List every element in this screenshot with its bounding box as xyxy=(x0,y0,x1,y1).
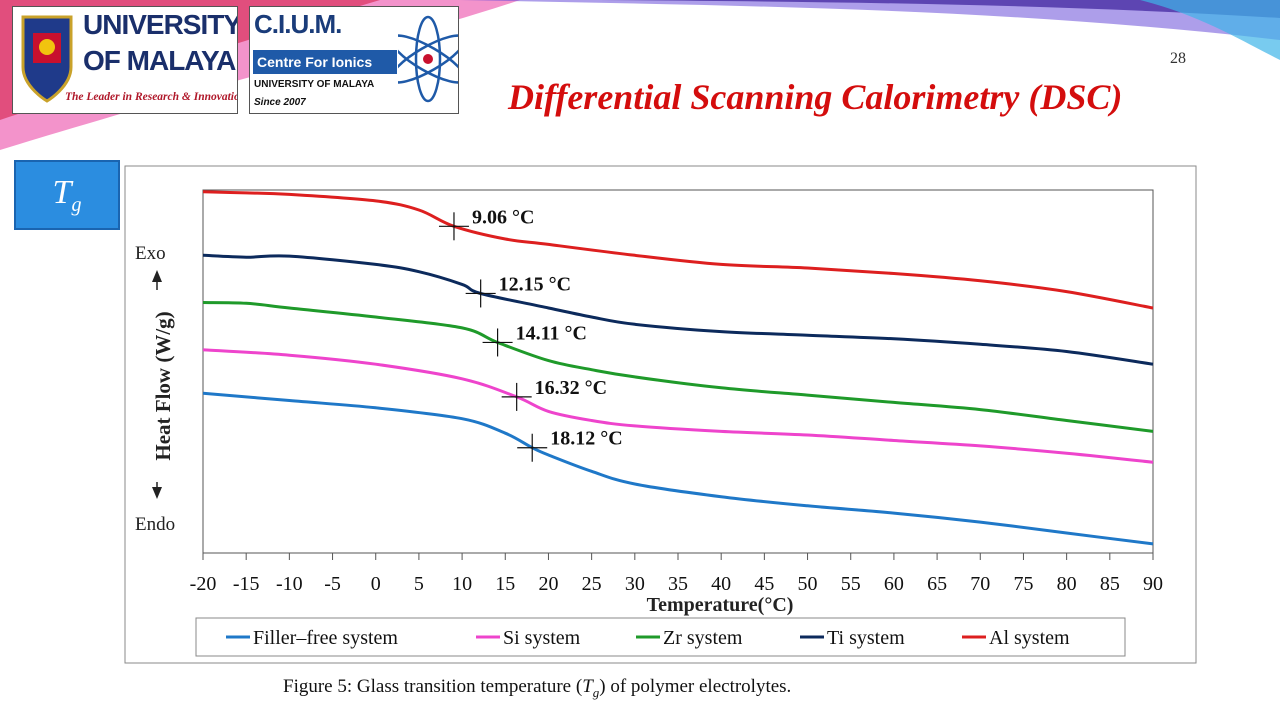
tg-badge: Tg xyxy=(14,160,120,230)
slide-title: Differential Scanning Calorimetry (DSC) xyxy=(508,77,1123,117)
caption-prefix: Figure 5: Glass transition temperature ( xyxy=(283,676,583,697)
series-line-si-system xyxy=(202,348,1154,464)
series-line-zr-system xyxy=(202,301,1154,433)
x-tick-label: 25 xyxy=(582,573,602,595)
cium-logo-subtitle: Centre For Ionics xyxy=(253,50,397,74)
university-of-malaya-logo: UNIVERSITY OF MALAYA The Leader in Resea… xyxy=(12,6,238,114)
x-tick-label: 80 xyxy=(1057,573,1077,595)
um-logo-line1: UNIVERSITY xyxy=(83,9,238,40)
legend-label: Zr system xyxy=(663,627,743,649)
y-top-label: Exo xyxy=(135,243,166,264)
x-tick-label: 40 xyxy=(711,573,731,595)
tg-annotation-label: 12.15 °C xyxy=(499,273,571,295)
x-tick-label: -20 xyxy=(190,573,217,595)
cium-logo-title: C.I.U.M. xyxy=(254,9,342,39)
cium-logo: C.I.U.M. Centre For Ionics UNIVERSITY OF… xyxy=(249,6,459,114)
legend: Filler–free system Si system Zr system Ti s… xyxy=(226,627,1070,649)
x-tick-label: 85 xyxy=(1100,573,1120,595)
um-logo-tagline: The Leader in Research & Innovation xyxy=(65,91,238,103)
legend-label: Al system xyxy=(989,627,1070,649)
page-number: 28 xyxy=(1170,50,1186,67)
swoosh-cyan-right xyxy=(1140,0,1280,60)
x-tick-label: -15 xyxy=(233,573,260,595)
x-axis-label: Temperature(°C) xyxy=(647,594,794,616)
caption-symbol: T xyxy=(582,676,593,697)
x-tick-label: 75 xyxy=(1013,573,1033,595)
tg-badge-sub: g xyxy=(71,193,82,216)
crest-icon xyxy=(21,15,73,103)
tg-annotation-label: 9.06 °C xyxy=(472,206,534,228)
legend-label: Filler–free system xyxy=(253,627,398,649)
y-label-mask xyxy=(147,290,169,482)
swoosh-blue-top xyxy=(460,0,1280,40)
um-logo-line2: OF MALAYA xyxy=(83,45,236,76)
tg-annotation-label: 14.11 °C xyxy=(516,322,587,344)
tg-annotation-label: 16.32 °C xyxy=(535,377,607,399)
series-line-ti-system xyxy=(202,253,1154,366)
x-tick-label: 50 xyxy=(798,573,818,595)
legend-label: Si system xyxy=(503,627,581,649)
swoosh-purple-top xyxy=(600,0,1280,18)
x-tick-label: 5 xyxy=(414,573,424,595)
x-tick-label: 35 xyxy=(668,573,688,595)
series-line-filler-free-system xyxy=(202,391,1154,546)
atom-icon xyxy=(398,15,458,103)
legend-label: Ti system xyxy=(827,627,905,649)
x-tick-label: 45 xyxy=(754,573,774,595)
caption-symbol-sub: g xyxy=(592,684,600,700)
y-axis-label: Heat Flow (W/g) xyxy=(151,311,175,460)
x-tick-label: -10 xyxy=(276,573,303,595)
tg-annotation-label: 18.12 °C xyxy=(550,428,622,450)
tg-badge-main: T xyxy=(52,174,72,211)
x-tick-label: 70 xyxy=(970,573,990,595)
x-tick-label: 10 xyxy=(452,573,472,595)
x-tick-label: 65 xyxy=(927,573,947,595)
y-arrow-up-icon xyxy=(152,270,162,282)
x-tick-label: 30 xyxy=(625,573,645,595)
x-tick-label: 20 xyxy=(538,573,558,595)
x-tick-label: 0 xyxy=(371,573,381,595)
cium-logo-line4: Since 2007 xyxy=(254,97,306,108)
caption-suffix: ) of polymer electrolytes. xyxy=(599,676,792,697)
x-tick-label: 15 xyxy=(495,573,515,595)
cium-logo-line3: UNIVERSITY OF MALAYA xyxy=(254,79,375,90)
x-tick-label: 55 xyxy=(841,573,861,595)
x-tick-label: 90 xyxy=(1143,573,1163,595)
series-line-al-system xyxy=(202,190,1154,310)
x-tick-label: -5 xyxy=(324,573,341,595)
figure-caption: Figure 5: Glass transition temperature (… xyxy=(283,676,791,701)
y-bottom-label: Endo xyxy=(135,514,175,535)
x-tick-label: 60 xyxy=(884,573,904,595)
plot-area: -20 -15 -10 -5 0 5 10 15 20 25 30 35 40 45 50 55 60 65 70 7… xyxy=(190,189,1163,595)
y-arrow-down-icon xyxy=(152,487,162,499)
